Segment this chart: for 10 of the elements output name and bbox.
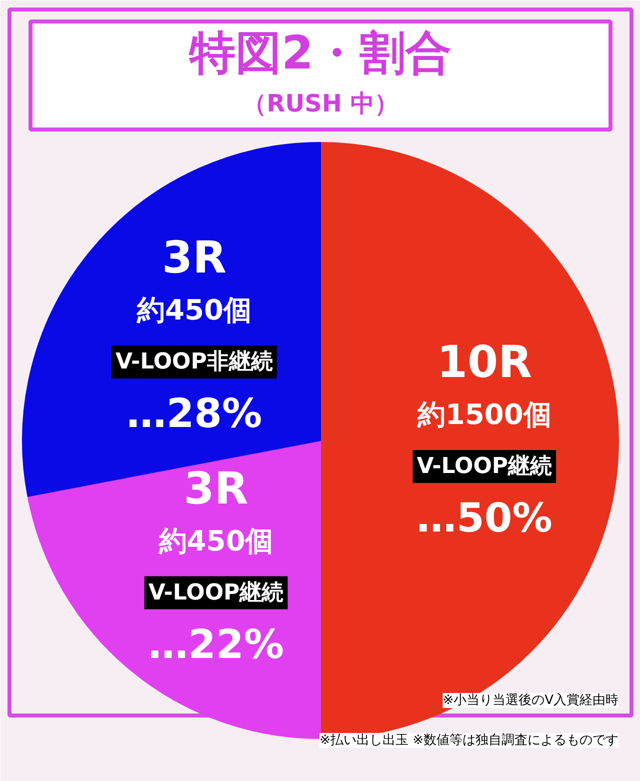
data-label: …22% (148, 622, 284, 668)
slice-label: 3R 約450個 V-LOOP継続 (148, 463, 284, 606)
text: ※小当り当選後のV入賞経由時 (442, 693, 619, 708)
data-label: …28% (126, 391, 262, 438)
slice-label: 10R 約1500個 V-LOOP継続 (416, 337, 552, 479)
chart-title: 特図2・割合 (188, 26, 452, 80)
slice-label: 3R 約450個 V-LOOP非継続 (116, 232, 273, 375)
text: ※払い出し出玉 ※数値等は独自調査によるものです (320, 733, 619, 748)
data-label: …50% (416, 496, 552, 542)
chart-subtitle: （RUSH 中） (242, 90, 398, 118)
